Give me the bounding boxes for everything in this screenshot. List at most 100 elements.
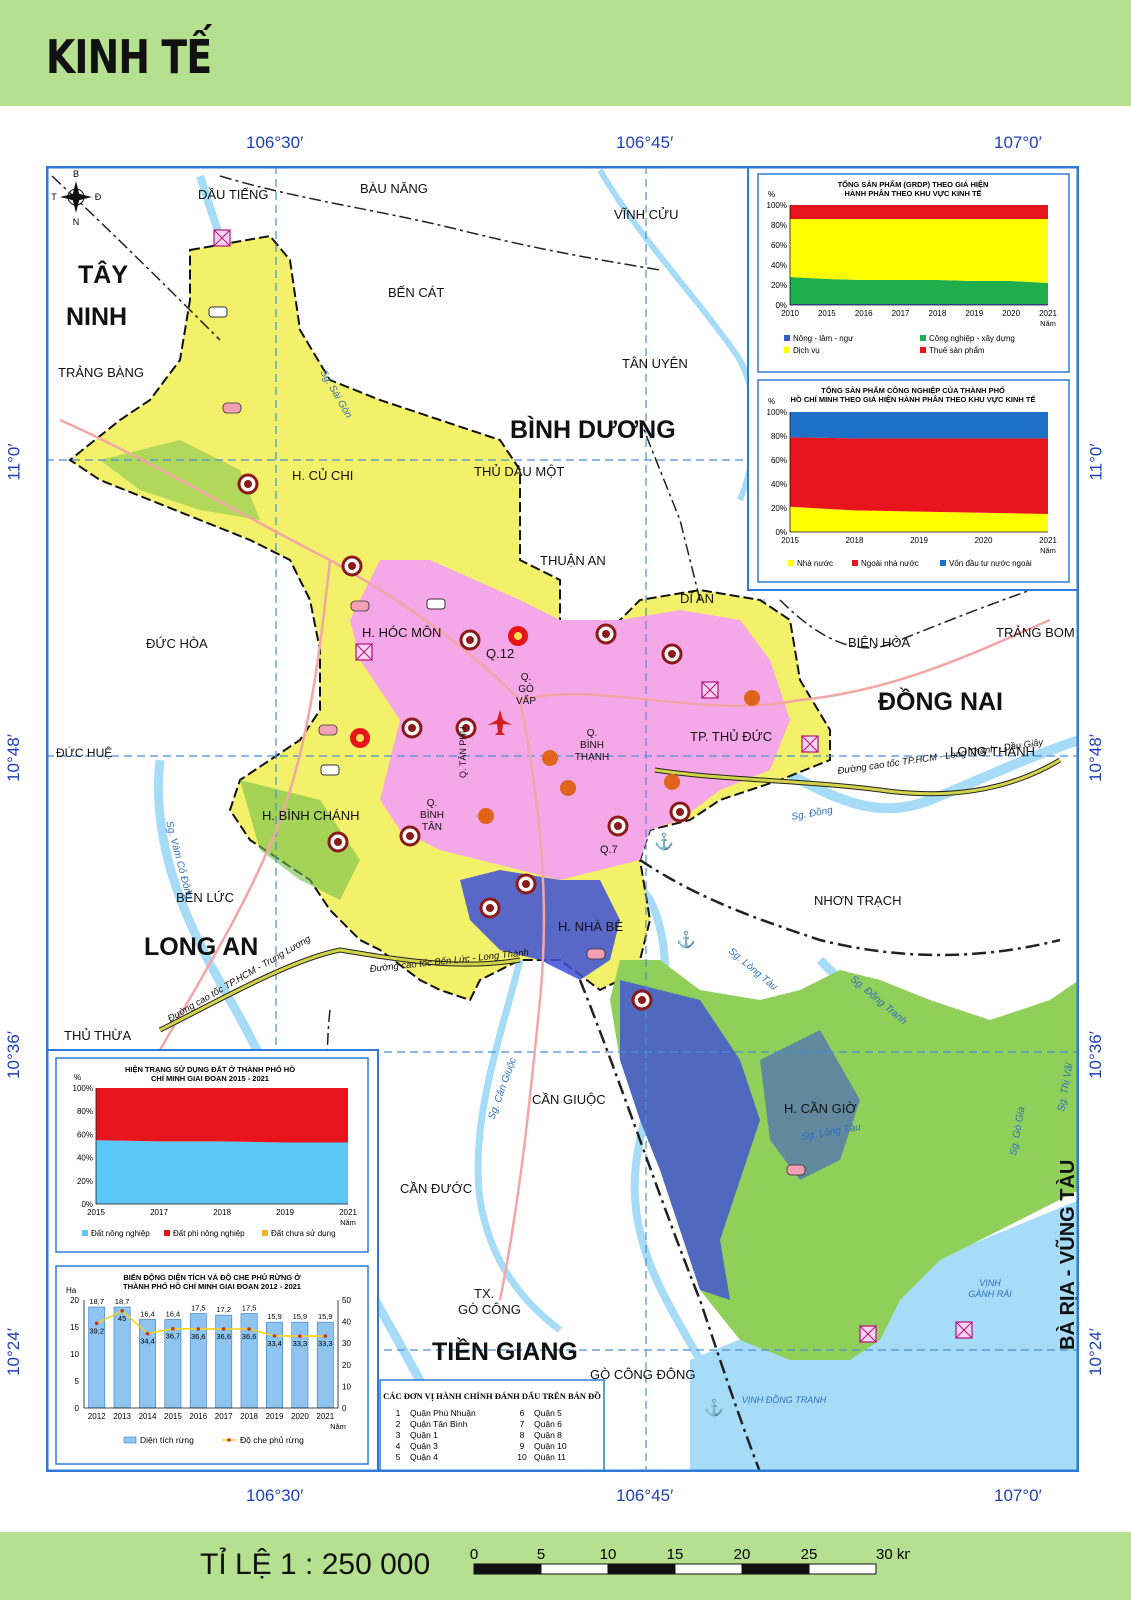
label-go-vap-3: VẤP	[516, 694, 536, 707]
district-key-name: Quận 11	[534, 1452, 566, 1462]
coord-right-1: 11°0′	[1086, 443, 1106, 481]
area-series	[790, 412, 1048, 439]
y-tick-label-left: 5	[75, 1377, 80, 1386]
y-tick-label: 20%	[771, 281, 787, 290]
label-bau-bang: BÀU NĂNG	[360, 181, 428, 196]
scale-tick-label: 30 km	[876, 1546, 910, 1563]
coord-left-3: 10°36′	[3, 1031, 23, 1079]
x-axis-label: Năm	[330, 1422, 346, 1431]
livestock-icon	[350, 600, 370, 612]
compass-w: T	[51, 192, 57, 202]
label-ben-cat: BẾN CÁT	[388, 285, 444, 300]
bar-value-label: 16,4	[140, 1309, 155, 1318]
district-key: CÁC ĐƠN VỊ HÀNH CHÍNH ĐÁNH DẤU TRÊN BẢN …	[379, 1379, 605, 1472]
district-key-name: Quận 4	[410, 1452, 438, 1462]
sea	[690, 1200, 1079, 1472]
y-tick-label: 40%	[771, 480, 787, 489]
scale-segment	[473, 1563, 542, 1575]
line-value-label: 36,6	[191, 1332, 206, 1341]
label-thuan-an: THUẬN AN	[540, 553, 606, 568]
label-binh-thanh-3: THẠNH	[575, 752, 609, 763]
y-tick-label: 100%	[767, 408, 787, 417]
line-value-label: 45	[118, 1314, 126, 1323]
legend-swatch	[784, 335, 790, 341]
label-go-cong-dong: GÒ CÔNG ĐÔNG	[590, 1367, 695, 1382]
compass-s: N	[73, 217, 80, 227]
legend-label: Thuế sản phẩm	[929, 346, 985, 355]
line-point	[171, 1326, 175, 1331]
district-key-number: 8	[520, 1430, 525, 1440]
flower-icon	[744, 690, 760, 706]
x-tick-label: 2019	[910, 536, 928, 545]
label-tay-ninh-1: TÂY	[78, 259, 128, 289]
line-point	[196, 1327, 201, 1331]
district-key-number: 1	[396, 1408, 401, 1418]
label-tx: TX.	[474, 1286, 494, 1301]
industrial-zone-icon	[399, 825, 421, 847]
district-key-name: Quận 8	[534, 1430, 562, 1440]
label-nhon-trach: NHƠN TRẠCH	[814, 893, 901, 908]
x-tick-label: 2018	[929, 309, 947, 318]
district-key-name: Quận 5	[534, 1408, 562, 1418]
line-point	[272, 1334, 277, 1338]
x-tick-label: 2019	[266, 1412, 284, 1421]
coord-left-2: 10°48′	[3, 734, 23, 782]
industrial-zone-icon	[455, 717, 477, 739]
x-tick-label: 2018	[846, 536, 864, 545]
tourism-icon	[701, 681, 719, 699]
y-tick-label: 60%	[77, 1130, 93, 1139]
y-tick-label: 40%	[771, 261, 787, 270]
province-labels: TÂY NINH BÌNH DƯƠNG ĐỒNG NAI LONG AN TIỀ…	[66, 259, 1079, 1366]
livestock-icon	[586, 948, 606, 960]
line-value-label: 33,3	[318, 1339, 333, 1348]
port-icon: ⚓	[654, 832, 674, 851]
legend-label: Đất phi nông nghiệp	[173, 1229, 245, 1238]
line-point	[323, 1334, 328, 1338]
district-key-name: Quận 10	[534, 1441, 567, 1451]
line-point	[221, 1327, 226, 1331]
label-bien-hoa: BIÊN HÒA	[848, 635, 910, 650]
district-key-number: 5	[396, 1452, 401, 1462]
legend-swatch	[164, 1230, 170, 1236]
line-value-label: 33,3	[293, 1339, 308, 1348]
coord-top-2: 106°45′	[616, 133, 674, 152]
legend-swatch	[82, 1230, 88, 1236]
legend-label: Nông - lâm - ngư	[793, 334, 854, 343]
y-tick-label: 60%	[771, 241, 787, 250]
x-tick-label: 2018	[240, 1412, 258, 1421]
map[interactable]: B N Đ T ⚓ ⚓ ⚓	[46, 166, 1079, 1472]
coord-top-1: 106°30′	[246, 133, 304, 152]
chart-title: CHÍ MINH GIAI ĐOẠN 2015 - 2021	[151, 1074, 269, 1083]
cattle-icon	[208, 306, 228, 318]
legend-label: Vốn đầu tư nước ngoài	[949, 559, 1032, 568]
flower-icon	[664, 774, 680, 790]
district-labels: H. CỦ CHI H. HÓC MÔN Q.12 Q. GÒ VẤP Q. B…	[262, 468, 857, 1116]
coord-bottom-1: 106°30′	[246, 1486, 304, 1505]
y-tick-label-right: 20	[342, 1361, 351, 1370]
area-series	[790, 205, 1048, 219]
svg-text:⚓: ⚓	[704, 1398, 724, 1417]
y-tick-label: 0%	[81, 1200, 93, 1209]
y-tick-label-left: 20	[70, 1296, 79, 1305]
x-tick-label: 2016	[189, 1412, 207, 1421]
sea-labels: VỊNH GÀNH RÁI VỊNH ĐỒNG TRANH	[742, 1278, 1013, 1405]
label-trang-bang: TRẢNG BÀNG	[58, 365, 144, 380]
x-tick-label: 2020	[1002, 309, 1020, 318]
livestock-icon	[222, 402, 242, 414]
coord-left-1: 11°0′	[4, 443, 24, 481]
tourism-icon	[859, 1325, 877, 1343]
label-binh-thanh-1: Q.	[587, 728, 598, 739]
legend-label: Dịch vụ	[793, 346, 820, 355]
district-key-number: 7	[520, 1419, 525, 1429]
bar-value-label: 15,9	[293, 1312, 308, 1321]
label-go-vap-2: GÒ	[518, 682, 534, 695]
chart-title: BIẾN ĐỘNG DIỆN TÍCH VÀ ĐỘ CHE PHỦ RỪNG Ở	[123, 1272, 301, 1282]
x-tick-label: 2015	[781, 536, 799, 545]
label-long-an: LONG AN	[144, 933, 258, 961]
chart-title: HÀNH PHÂN THEO KHU VỰC KINH TẾ	[844, 188, 981, 198]
label-ba-ria: BÀ RỊA - VŨNG TÀU	[1055, 1160, 1079, 1350]
industrial-zone-icon	[401, 717, 423, 739]
label-nha-be: H. NHÀ BÈ	[558, 919, 623, 934]
district-key-name: Quận 3	[410, 1441, 438, 1451]
y-axis-label: %	[768, 190, 775, 199]
